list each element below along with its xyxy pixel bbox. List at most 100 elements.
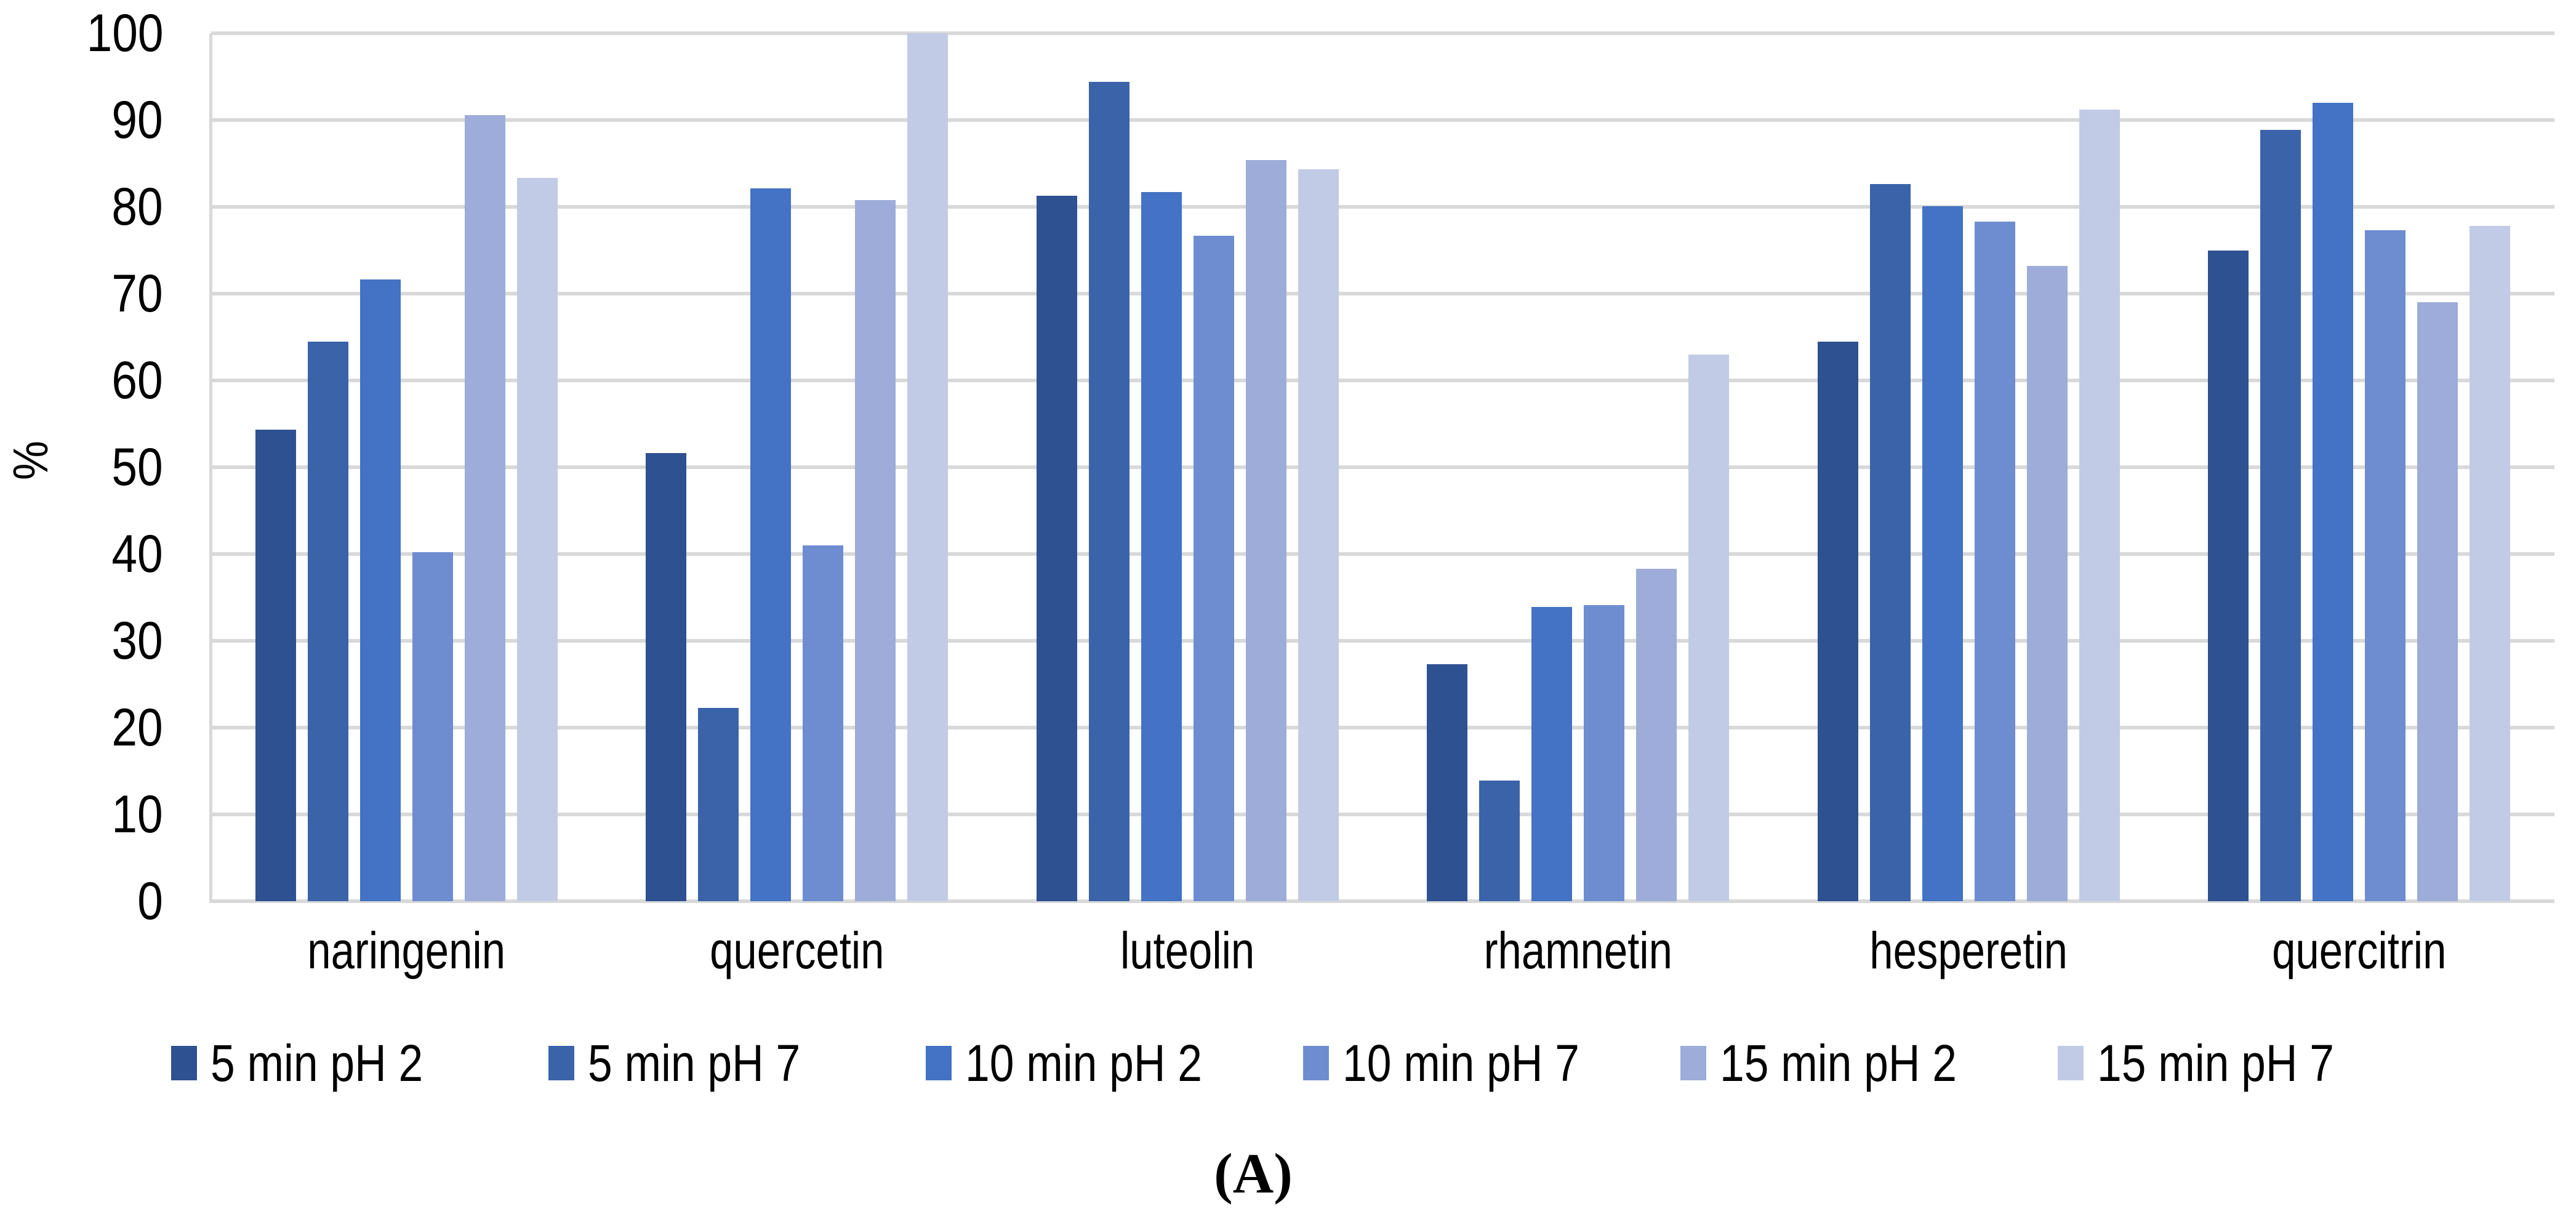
plot-area [211, 31, 2554, 903]
gridline [211, 118, 2554, 122]
y-tick-text: 0 [137, 872, 163, 931]
legend-swatch [1303, 1046, 1329, 1080]
legend-label-text: 5 min pH 7 [588, 1034, 801, 1092]
gridline [211, 726, 2554, 729]
bar-rhamnetin-5-min-pH-2 [1427, 664, 1468, 901]
y-tick-label: 10 [0, 784, 163, 845]
y-tick-label: 50 [0, 436, 163, 498]
bar-quercetin-10-min-pH-2 [750, 188, 792, 901]
legend-entry-10-min-pH-2: 10 min pH 2 [926, 1035, 1303, 1091]
bar-hesperetin-5-min-pH-2 [1817, 341, 1858, 901]
y-tick-label: 100 [0, 2, 163, 64]
legend-label: 15 min pH 2 [1720, 1035, 1999, 1091]
legend-label: 5 min pH 7 [588, 1035, 838, 1091]
gridline [211, 465, 2554, 469]
category-label-luteolin: luteolin [992, 918, 1383, 982]
gridline [211, 292, 2554, 295]
bar-quercitrin-15-min-pH-2 [2417, 302, 2458, 901]
y-tick-label: 0 [0, 870, 163, 932]
y-tick-text: 20 [111, 698, 163, 757]
legend-entry-10-min-pH-7: 10 min pH 7 [1303, 1035, 1680, 1091]
bar-quercitrin-10-min-pH-2 [2313, 102, 2354, 901]
legend-entry-5-min-pH-7: 5 min pH 7 [548, 1035, 926, 1091]
bar-group-luteolin [992, 33, 1383, 901]
bar-naringenin-10-min-pH-7 [412, 552, 453, 901]
legend-swatch [171, 1046, 197, 1080]
category-label-text: quercitrin [2272, 922, 2447, 979]
bar-rhamnetin-15-min-pH-7 [1688, 354, 1730, 901]
bar-group-rhamnetin [1383, 33, 1774, 901]
category-label-text: quercetin [710, 922, 885, 979]
y-tick-label: 60 [0, 350, 163, 411]
bar-group-hesperetin [1773, 33, 2164, 901]
y-tick-text: 80 [111, 177, 163, 236]
bar-hesperetin-5-min-pH-7 [1869, 184, 1911, 901]
legend-label: 10 min pH 7 [1342, 1035, 1621, 1091]
bar-hesperetin-15-min-pH-2 [2026, 265, 2068, 901]
y-tick-label: 20 [0, 697, 163, 758]
legend-label: 10 min pH 2 [965, 1035, 1244, 1091]
category-label-text: hesperetin [1869, 922, 2068, 979]
bar-luteolin-10-min-pH-7 [1193, 235, 1234, 901]
bar-rhamnetin-10-min-pH-7 [1584, 605, 1625, 901]
bar-rhamnetin-15-min-pH-2 [1636, 568, 1677, 901]
y-tick-text: 50 [111, 438, 163, 497]
gridline [211, 813, 2554, 816]
bar-quercetin-15-min-pH-7 [907, 33, 949, 901]
bar-groups [211, 33, 2554, 901]
bar-quercitrin-5-min-pH-7 [2260, 129, 2301, 901]
bar-luteolin-15-min-pH-2 [1245, 159, 1286, 901]
legend-swatch [548, 1046, 574, 1080]
bar-luteolin-15-min-pH-7 [1298, 169, 1339, 901]
bar-luteolin-5-min-pH-7 [1088, 81, 1130, 901]
category-label-text: luteolin [1120, 922, 1255, 979]
bar-hesperetin-15-min-pH-7 [2079, 110, 2120, 901]
y-tick-text: 30 [111, 611, 163, 670]
bar-quercitrin-15-min-pH-7 [2470, 226, 2511, 901]
gridline [211, 639, 2554, 643]
bar-rhamnetin-5-min-pH-7 [1479, 781, 1520, 901]
bar-group-quercetin [602, 33, 993, 901]
bar-quercetin-10-min-pH-7 [803, 545, 844, 901]
y-tick-label: 80 [0, 176, 163, 238]
category-label-hesperetin: hesperetin [1773, 918, 2164, 982]
bar-group-naringenin [211, 33, 602, 901]
gridline [211, 31, 2554, 35]
bar-quercetin-5-min-pH-7 [698, 707, 739, 901]
bar-rhamnetin-10-min-pH-2 [1531, 607, 1573, 901]
y-axis-tick-labels: 0 10 20 30 40 50 60 70 80 90 100 [0, 0, 163, 1217]
gridline [211, 379, 2554, 382]
gridline [211, 899, 2554, 903]
legend-entry-15-min-pH-7: 15 min pH 7 [2058, 1035, 2435, 1091]
bar-naringenin-5-min-pH-7 [307, 341, 348, 901]
legend-swatch [2058, 1046, 2084, 1080]
legend-label-text: 10 min pH 2 [965, 1034, 1202, 1092]
bar-naringenin-5-min-pH-2 [255, 430, 296, 901]
y-tick-label: 90 [0, 89, 163, 151]
bar-quercitrin-5-min-pH-2 [2208, 250, 2249, 901]
category-label-rhamnetin: rhamnetin [1383, 918, 1774, 982]
legend-entry-15-min-pH-2: 15 min pH 2 [1680, 1035, 2058, 1091]
legend-label-text: 15 min pH 2 [1720, 1034, 1957, 1092]
legend-swatch [1680, 1046, 1706, 1080]
gridline [211, 552, 2554, 556]
bar-naringenin-15-min-pH-7 [516, 178, 558, 901]
y-axis-line [209, 33, 212, 903]
legend-label-text: 10 min pH 7 [1342, 1034, 1579, 1092]
y-tick-text: 90 [111, 90, 163, 150]
legend: 5 min pH 2 5 min pH 7 10 min pH 2 10 min pH… [171, 1035, 2435, 1091]
y-tick-label: 70 [0, 263, 163, 324]
bar-luteolin-5-min-pH-2 [1036, 195, 1077, 901]
legend-swatch [926, 1046, 952, 1080]
legend-label: 5 min pH 2 [211, 1035, 460, 1091]
bar-hesperetin-10-min-pH-7 [1974, 221, 2015, 901]
bar-quercetin-15-min-pH-2 [855, 199, 896, 901]
category-label-text: naringenin [307, 922, 506, 979]
category-label-text: rhamnetin [1483, 922, 1672, 979]
y-tick-text: 10 [111, 785, 163, 844]
gridline [211, 205, 2554, 209]
y-tick-text: 70 [111, 264, 163, 323]
bar-naringenin-15-min-pH-2 [464, 114, 505, 901]
legend-label: 15 min pH 7 [2097, 1035, 2376, 1091]
